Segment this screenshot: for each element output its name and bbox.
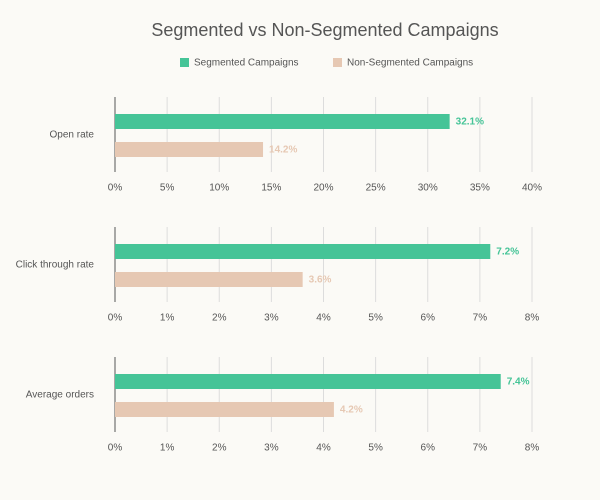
category-label: Open rate xyxy=(50,130,95,141)
value-label: 4.2% xyxy=(340,405,363,416)
x-tick-label: 0% xyxy=(108,443,123,454)
x-tick-label: 2% xyxy=(212,443,227,454)
value-label: 3.6% xyxy=(309,275,332,286)
x-tick-label: 35% xyxy=(470,183,490,194)
bar xyxy=(115,114,450,129)
bar xyxy=(115,244,491,259)
legend-label: Segmented Campaigns xyxy=(194,58,299,69)
legend-label: Non-Segmented Campaigns xyxy=(347,58,473,69)
value-label: 14.2% xyxy=(269,145,297,156)
x-tick-label: 20% xyxy=(313,183,333,194)
x-tick-label: 10% xyxy=(209,183,229,194)
x-tick-label: 3% xyxy=(264,443,279,454)
bar xyxy=(115,402,334,417)
x-tick-label: 25% xyxy=(366,183,386,194)
x-tick-label: 3% xyxy=(264,313,279,324)
category-label: Click through rate xyxy=(16,260,95,271)
x-tick-label: 15% xyxy=(261,183,281,194)
category-label: Average orders xyxy=(26,390,94,401)
x-tick-label: 7% xyxy=(473,443,488,454)
x-tick-label: 40% xyxy=(522,183,542,194)
bar xyxy=(115,272,303,287)
x-tick-label: 0% xyxy=(108,183,123,194)
value-label: 7.4% xyxy=(507,377,530,388)
x-tick-label: 6% xyxy=(421,443,436,454)
x-tick-label: 0% xyxy=(108,313,123,324)
x-tick-label: 8% xyxy=(525,313,540,324)
x-tick-label: 5% xyxy=(160,183,175,194)
x-tick-label: 30% xyxy=(418,183,438,194)
bar xyxy=(115,142,264,157)
legend-swatch xyxy=(333,58,342,67)
x-tick-label: 4% xyxy=(316,313,331,324)
legend-swatch xyxy=(180,58,189,67)
value-label: 32.1% xyxy=(456,117,484,128)
x-tick-label: 7% xyxy=(473,313,488,324)
x-tick-label: 1% xyxy=(160,443,175,454)
x-tick-label: 8% xyxy=(525,443,540,454)
x-tick-label: 5% xyxy=(368,313,383,324)
value-label: 7.2% xyxy=(496,247,519,258)
chart-title: Segmented vs Non-Segmented Campaigns xyxy=(151,20,498,40)
x-tick-label: 4% xyxy=(316,443,331,454)
x-tick-label: 2% xyxy=(212,313,227,324)
bar xyxy=(115,374,501,389)
x-tick-label: 5% xyxy=(368,443,383,454)
x-tick-label: 6% xyxy=(421,313,436,324)
x-tick-label: 1% xyxy=(160,313,175,324)
